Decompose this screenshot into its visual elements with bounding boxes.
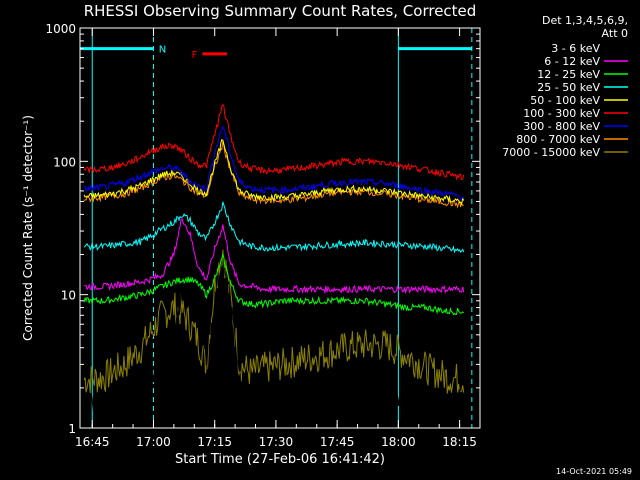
chart-title: RHESSI Observing Summary Count Rates, Co… — [83, 2, 477, 20]
x-tick-label: 17:30 — [259, 435, 294, 449]
legend-label: 100 - 300 keV — [523, 107, 600, 120]
legend-label: 25 - 50 keV — [537, 81, 600, 94]
series-line-300-800kev — [83, 125, 465, 201]
legend-label: 12 - 25 keV — [537, 68, 600, 81]
series-line-50-100kev — [83, 139, 465, 206]
legend-label: 7000 - 15000 keV — [502, 146, 600, 159]
flag-label-n: N — [159, 45, 166, 56]
y-tick-label: 1000 — [45, 22, 76, 36]
legend-label: 800 - 7000 keV — [516, 133, 600, 146]
x-tick-label: 18:15 — [442, 435, 477, 449]
x-axis-label: Start Time (27-Feb-06 16:41:42) — [175, 452, 385, 467]
x-tick-label: 17:45 — [320, 435, 355, 449]
plot-frame — [79, 27, 481, 429]
series-line-25-50kev — [83, 201, 465, 254]
series-line-6-12kev — [83, 217, 465, 295]
legend-label: 3 - 6 keV — [551, 42, 600, 55]
series-line-100-300kev — [83, 103, 465, 181]
y-tick-label: 1 — [68, 422, 76, 436]
series-line-800-7000kev — [83, 140, 464, 209]
detector-list: Det 1,3,4,5,6,9, — [541, 14, 628, 27]
y-tick-label: 100 — [53, 155, 76, 169]
x-tick-label: 16:45 — [75, 435, 110, 449]
flag-label-f: F — [192, 50, 198, 61]
attenuator-state: Att 0 — [601, 27, 628, 40]
series-line-7000-15000kev — [83, 249, 465, 395]
legend-label: 6 - 12 keV — [544, 55, 600, 68]
y-axis-label: Corrected Count Rate (s⁻¹ detector⁻¹) — [21, 115, 35, 341]
series-line-12-25kev — [83, 252, 465, 316]
y-tick-label: 10 — [61, 289, 76, 303]
series-line-3-6kev — [83, 232, 465, 427]
x-tick-label: 17:00 — [136, 435, 171, 449]
legend-label: 300 - 800 keV — [523, 120, 600, 133]
generation-timestamp: 14-Oct-2021 05:49 — [556, 467, 632, 476]
x-tick-label: 18:00 — [381, 435, 416, 449]
legend-label: 50 - 100 keV — [530, 94, 600, 107]
x-tick-label: 17:15 — [197, 435, 232, 449]
